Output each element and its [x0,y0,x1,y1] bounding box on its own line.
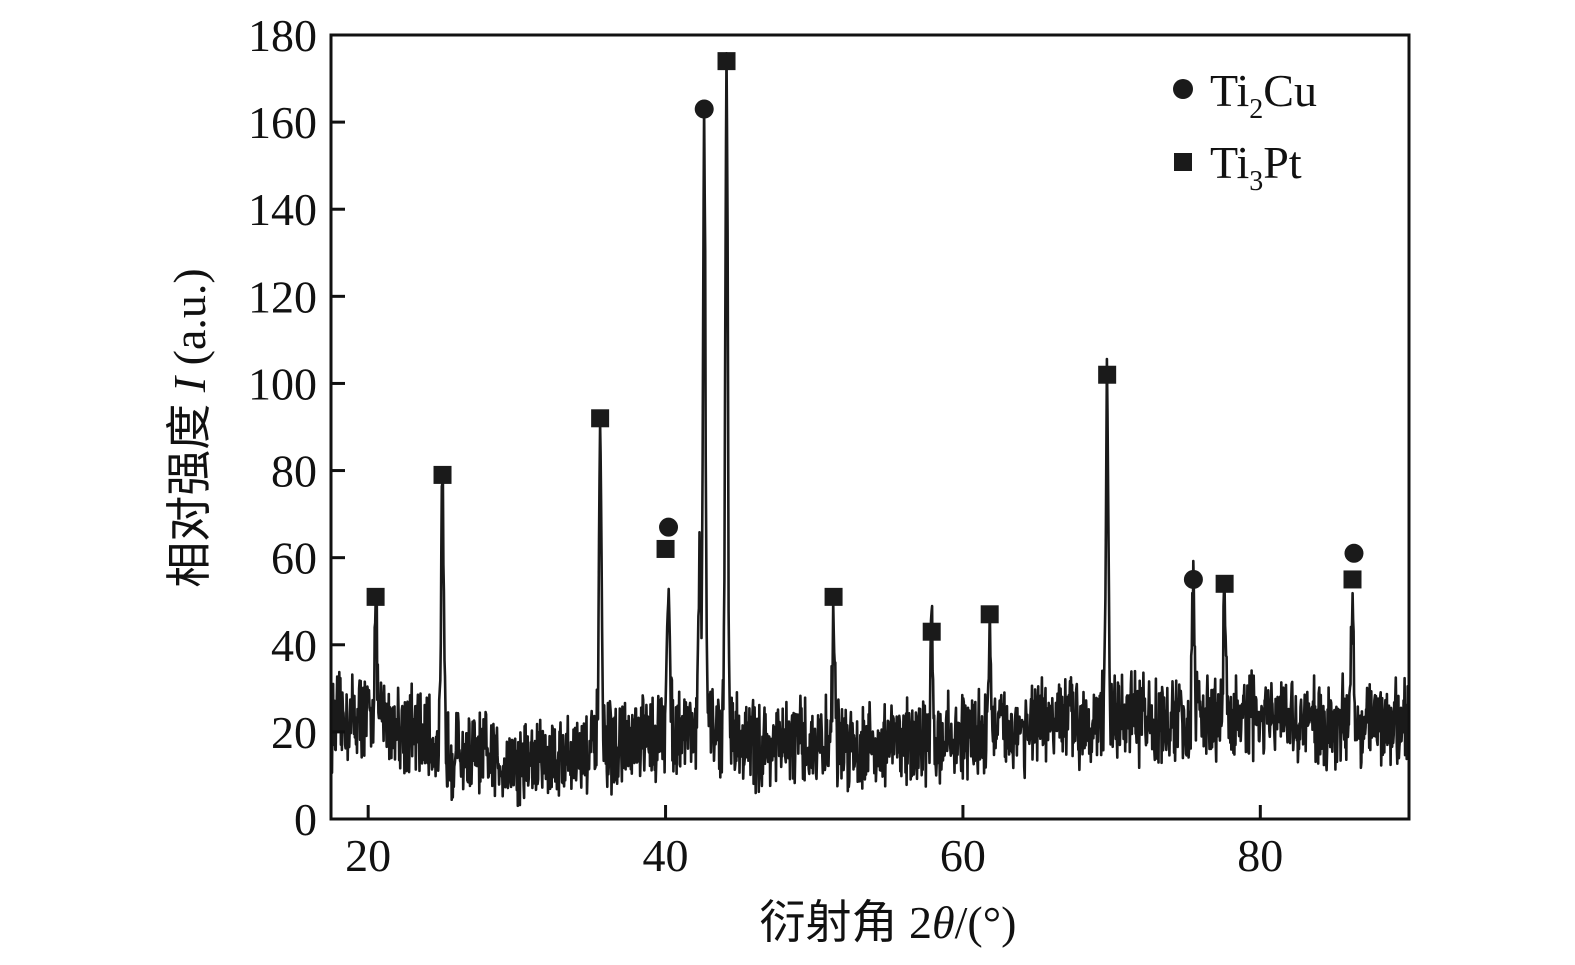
y-axis-title-suffix: (a.u.) [164,268,215,377]
xrd-trace-line [329,52,1411,808]
x-axis-title: 衍射角 2θ/(°) [760,897,1017,948]
y-tick-label: 80 [271,446,317,497]
legend-ti3pt-tail: Pt [1263,137,1302,188]
ti3pt-peak-marker [1215,574,1234,593]
y-axis-title-prefix: 相对强度 [164,392,215,588]
legend-square-marker [1174,153,1192,171]
x-axis-title-prefix: 衍射角 2 [760,897,933,948]
ti3pt-peak-marker [1343,570,1362,589]
x-tick-label: 60 [940,830,986,881]
y-tick-label: 140 [248,184,317,235]
series-layer [329,52,1411,808]
ti3pt-peak-marker [433,465,452,484]
ti2cu-peak-marker [1183,569,1203,589]
legend-label-ti3pt: Ti3Pt [1210,137,1302,197]
y-tick-label: 0 [294,794,317,845]
legend-ti2cu-base: Ti [1210,65,1249,116]
ti3pt-peak-marker [591,409,610,428]
y-tick-label: 60 [271,533,317,584]
y-tick-label: 120 [248,271,317,322]
y-tick-label: 100 [248,358,317,409]
y-tick-label: 20 [271,707,317,758]
x-tick-label: 80 [1237,830,1283,881]
x-tick-label: 40 [643,830,689,881]
marker-layer [366,52,1364,641]
x-tick-label: 20 [345,830,391,881]
y-axis-title: 相对强度 I (a.u.) [164,268,215,587]
ti2cu-peak-marker [694,99,714,119]
ti3pt-peak-marker [922,622,941,641]
legend-ti2cu-tail: Cu [1263,65,1317,116]
x-axis-title-suffix: /(°) [955,897,1017,948]
legend-circle-marker [1173,79,1193,99]
ti2cu-peak-marker [659,517,679,537]
ti3pt-peak-marker [980,605,999,624]
y-tick-label: 40 [271,620,317,671]
ti3pt-peak-marker [824,587,843,606]
x-axis-title-symbol: θ [932,897,955,948]
legend-ti3pt-base: Ti [1210,137,1249,188]
y-axis-title-symbol: I [164,374,215,393]
plot-frame [329,33,1411,821]
y-tick-label: 180 [248,10,317,61]
ti3pt-peak-marker [717,52,736,71]
legend-ti3pt-sub: 3 [1249,166,1263,197]
legend-label-ti2cu: Ti2Cu [1210,65,1317,125]
ti3pt-peak-marker [366,587,385,606]
tick-layer: 20 40 60 80 0 20 40 60 80 100 120 140 160 180 [248,10,1283,881]
y-tick-label: 160 [248,97,317,148]
legend-ti2cu-sub: 2 [1249,94,1263,125]
ti2cu-peak-marker [1344,543,1364,563]
ti3pt-peak-marker [1098,365,1117,384]
legend: Ti2Cu Ti3Pt [1173,65,1317,197]
ti3pt-peak-marker [656,539,675,558]
